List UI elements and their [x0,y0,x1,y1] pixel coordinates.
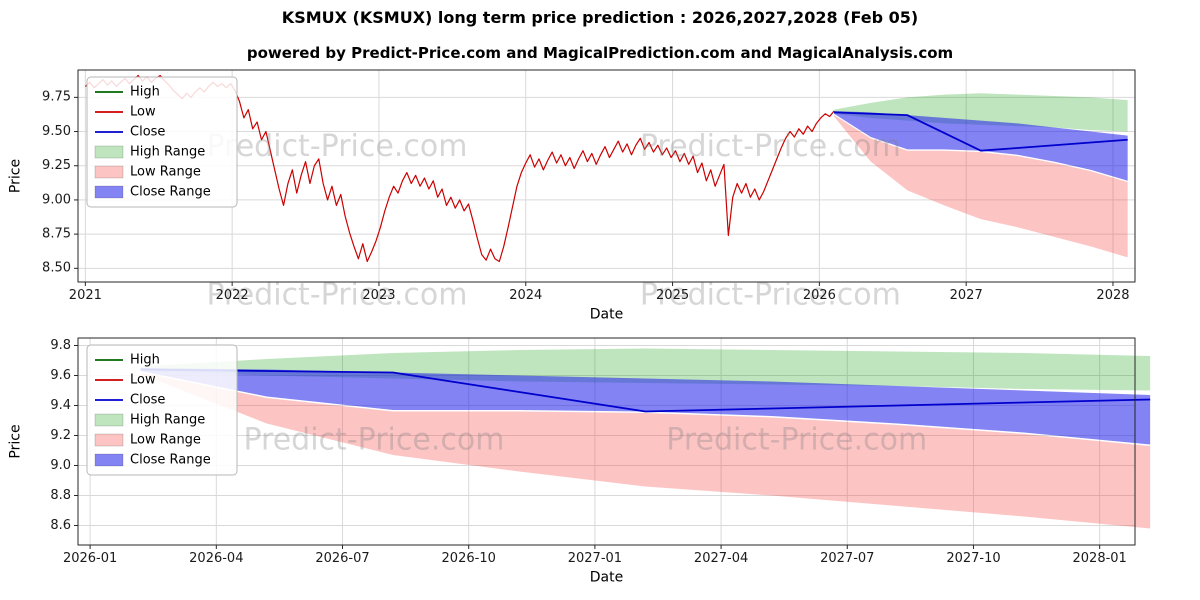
price-history-prediction-chart [0,60,1200,325]
page-subtitle: powered by Predict-Price.com and Magical… [246,44,954,62]
page-title: KSMUX (KSMUX) long term price prediction… [281,8,919,27]
prediction-zoom-chart [0,325,1200,597]
